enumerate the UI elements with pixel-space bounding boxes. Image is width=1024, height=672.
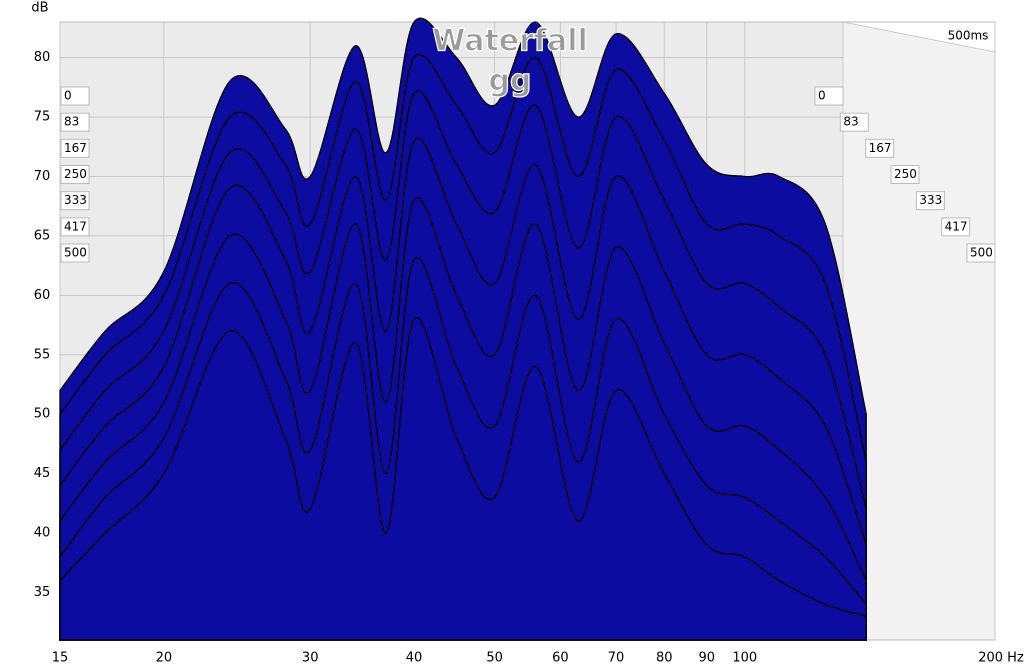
- label-box: [966, 243, 996, 263]
- time-label: 83: [64, 115, 79, 129]
- x-tick-label: 20: [156, 651, 173, 666]
- x-tick-label: 200 Hz: [978, 651, 1024, 666]
- x-tick-label: 50: [486, 651, 503, 666]
- time-label-left: 83: [60, 112, 90, 132]
- time-label-right: 0: [814, 86, 844, 106]
- label-box: [814, 86, 844, 106]
- time-label-right: 167: [865, 138, 895, 158]
- y-axis-label: dB: [31, 1, 48, 16]
- label-box: [890, 165, 920, 184]
- label-box: [839, 112, 869, 132]
- time-label-right: 333: [915, 191, 945, 211]
- depth-axis-label: 500ms: [948, 29, 989, 43]
- label-box: [941, 217, 971, 237]
- time-label-left: 333: [60, 191, 90, 211]
- x-tick-label: 80: [656, 651, 673, 666]
- time-label-left: 417: [60, 217, 90, 237]
- y-tick-label: 60: [34, 288, 51, 303]
- y-tick-label: 80: [34, 50, 51, 65]
- label-box: [915, 191, 945, 211]
- label-box: [60, 165, 90, 184]
- time-label: 167: [64, 141, 87, 155]
- time-label: 333: [64, 193, 87, 207]
- time-label: 83: [843, 115, 858, 129]
- y-tick-label: 65: [34, 228, 51, 243]
- time-label-right: 417: [941, 217, 971, 237]
- time-label: 500: [970, 246, 993, 260]
- time-label: 250: [64, 167, 87, 181]
- x-tick-label: 100: [732, 651, 757, 666]
- label-box: [60, 217, 90, 237]
- time-label-left: 0: [60, 86, 90, 106]
- chart-title: Waterfall: [432, 24, 588, 59]
- x-tick-label: 90: [698, 651, 715, 666]
- y-tick-label: 75: [34, 110, 51, 125]
- time-label-left: 167: [60, 138, 90, 158]
- label-box: [60, 138, 90, 158]
- time-label-left: 500: [60, 243, 90, 263]
- time-label-right: 250: [890, 165, 920, 184]
- label-box: [60, 86, 90, 106]
- label-box: [60, 191, 90, 211]
- time-label: 0: [64, 89, 72, 103]
- chart-subtitle: gg: [489, 64, 532, 99]
- y-tick-label: 35: [34, 585, 51, 600]
- x-tick-label: 40: [406, 651, 423, 666]
- time-label-right: 83: [839, 112, 869, 132]
- time-label-left: 250: [60, 165, 90, 184]
- y-tick-label: 70: [34, 169, 51, 184]
- time-label: 417: [945, 219, 968, 233]
- x-tick-label: 30: [302, 651, 319, 666]
- time-label: 0: [818, 89, 826, 103]
- time-label: 500: [64, 246, 87, 260]
- y-tick-label: 55: [34, 347, 51, 362]
- y-tick-label: 40: [34, 526, 51, 541]
- y-tick-label: 50: [34, 407, 51, 422]
- label-box: [60, 112, 90, 132]
- label-box: [865, 138, 895, 158]
- label-box: [60, 243, 90, 263]
- time-label: 167: [869, 141, 892, 155]
- time-label: 250: [894, 167, 917, 181]
- x-tick-label: 15: [52, 651, 69, 666]
- time-label: 417: [64, 219, 87, 233]
- y-tick-label: 45: [34, 466, 51, 481]
- x-tick-label: 60: [552, 651, 569, 666]
- time-label: 333: [919, 193, 942, 207]
- slice-area: [59, 316, 867, 641]
- time-label-right: 500: [966, 243, 996, 263]
- x-tick-label: 70: [608, 651, 625, 666]
